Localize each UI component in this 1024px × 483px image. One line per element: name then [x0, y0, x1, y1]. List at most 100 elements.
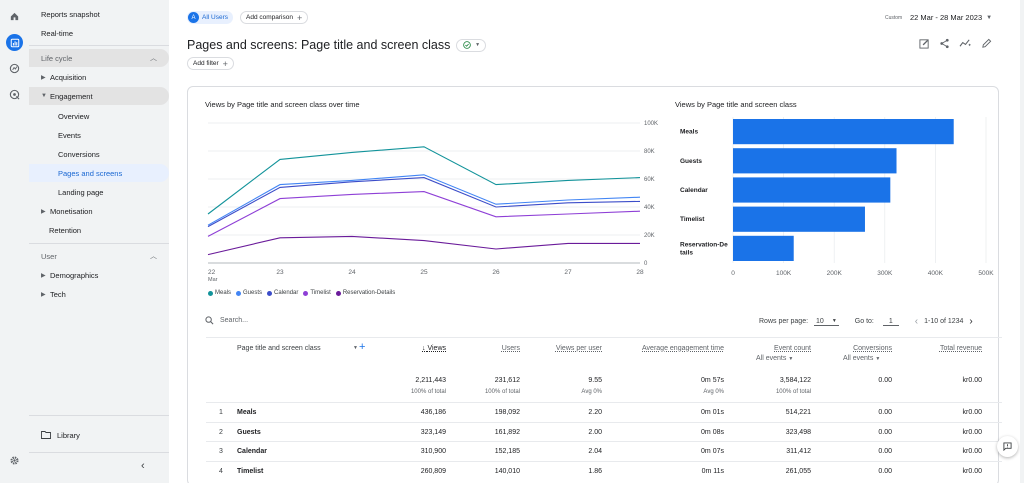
section-label: Life cycle [41, 53, 73, 63]
cell-rev: kr0.00 [962, 448, 982, 455]
rows-per-page-label: Rows per page: [759, 318, 809, 325]
sidebar-item-library[interactable]: Library [29, 426, 169, 444]
legend-dot [335, 290, 341, 296]
column-header-views-per-user[interactable]: Views per user [555, 345, 602, 352]
conversions-filter[interactable]: All events ▼ [843, 355, 880, 362]
sidebar-section-lifecycle[interactable]: Life cycle ︿ [29, 49, 169, 67]
table-row[interactable]: 4 Timelist 260,809 140,010 1.86 0m 11s 261,055… [206, 460, 1002, 481]
add-comparison-label: Add comparison [246, 14, 293, 21]
sidebar-item-conversions[interactable]: Conversions [29, 145, 169, 163]
caret-right-icon: ▶ [41, 272, 46, 279]
legend-item[interactable]: Meals [208, 290, 231, 296]
cell-users: 152,185 [494, 448, 520, 455]
share-icon[interactable] [939, 38, 950, 49]
add-dimension-plus-icon[interactable]: + [359, 341, 366, 353]
bar[interactable] [733, 119, 954, 145]
edit-pencil-icon[interactable] [981, 38, 992, 49]
x-tick-label: 25 [420, 269, 428, 276]
sidebar-item-overview[interactable]: Overview [29, 107, 169, 125]
total-vpu: 9.55 [588, 377, 602, 384]
add-filter-button[interactable]: Add filter + [187, 57, 234, 70]
row-dimension-value[interactable]: Meals [237, 409, 257, 416]
sidebar-item-retention[interactable]: Retention [29, 221, 169, 239]
explore-icon[interactable] [6, 60, 23, 77]
table-row[interactable]: 2 Guests 323,149 161,892 2.00 0m 08s 323,498 0.… [206, 421, 1002, 442]
total-users: 231,612 [494, 377, 520, 384]
search-input[interactable]: Search... [220, 317, 249, 324]
column-header-avg-engagement[interactable]: Average engagement time [642, 345, 724, 352]
sidebar: Reports snapshot Real-time Life cycle ︿ ▶… [29, 0, 169, 483]
series-line-timelist[interactable] [207, 191, 641, 237]
sidebar-item-monetisation[interactable]: ▶ Monetisation [29, 202, 169, 220]
sidebar-item-events[interactable]: Events [29, 126, 169, 144]
row-dimension-value[interactable]: Guests [237, 428, 261, 436]
cell-views: 323,149 [420, 428, 446, 436]
reports-icon[interactable] [6, 34, 23, 51]
series-line-meals[interactable] [207, 146, 641, 215]
legend-item[interactable]: Calendar [267, 290, 298, 296]
collapse-chevron-icon[interactable]: ‹ [141, 460, 145, 472]
verified-status-chip[interactable]: ▼ [456, 38, 487, 52]
rows-per-page-select[interactable]: 10 ▼ [814, 318, 839, 326]
column-header-event-count[interactable]: Event count [774, 345, 811, 352]
row-dimension-value[interactable]: Calendar [237, 448, 267, 455]
bar[interactable] [733, 235, 794, 261]
bar-chart-title: Views by Page title and screen class [675, 100, 797, 109]
sidebar-item-realtime[interactable]: Real-time [29, 24, 169, 42]
cell-events: 323,498 [785, 428, 811, 436]
table-row[interactable]: 3 Calendar 310,900 152,185 2.04 0m 07s 311,412… [206, 441, 1002, 461]
x-tick-label: 22 [208, 269, 216, 276]
customize-report-icon[interactable] [919, 38, 930, 49]
sidebar-section-user[interactable]: User ︿ [29, 247, 169, 265]
advertising-icon[interactable] [6, 86, 23, 103]
legend-item[interactable]: Timelist [303, 290, 331, 296]
x-tick-label: 28 [636, 269, 644, 276]
search-icon [205, 316, 214, 325]
sidebar-item-tech[interactable]: ▶ Tech [29, 285, 169, 303]
column-header-views[interactable]: ↓ Views [422, 345, 446, 352]
event-count-filter[interactable]: All events ▼ [756, 355, 793, 362]
bar[interactable] [733, 206, 865, 232]
pagination-range: 1-10 of 1234 [924, 318, 964, 325]
category-label: tails [680, 249, 693, 256]
column-header-conversions[interactable]: Conversions [853, 345, 892, 352]
scrollbar[interactable] [1020, 0, 1024, 483]
legend-dot [303, 290, 309, 296]
series-line-calendar[interactable] [207, 177, 641, 228]
section-label: User [41, 251, 57, 261]
row-dimension-value[interactable]: Timelist [237, 467, 264, 475]
category-label: Guests [680, 158, 702, 165]
plus-icon: + [296, 12, 303, 23]
column-header-dimension[interactable]: Page title and screen class [237, 345, 321, 352]
series-line-guests[interactable] [207, 174, 641, 226]
sidebar-item-reports-snapshot[interactable]: Reports snapshot [29, 5, 169, 23]
sidebar-item-engagement[interactable]: ▼ Engagement [29, 87, 169, 105]
sidebar-item-pages-and-screens[interactable]: Pages and screens [29, 164, 169, 182]
series-line-reservation-details[interactable] [207, 235, 640, 256]
legend-item[interactable]: Guests [236, 290, 262, 296]
sidebar-item-landing-page[interactable]: Landing page [29, 183, 169, 201]
cell-vpu: 2.00 [588, 428, 602, 436]
dropdown-arrow-icon: ▼ [831, 317, 837, 324]
table-row[interactable]: 1 Meals 436,186 198,092 2.20 0m 01s 514,221 0.0… [206, 402, 1002, 422]
prev-page-icon[interactable]: ‹ [914, 316, 919, 327]
column-header-total-revenue[interactable]: Total revenue [939, 345, 982, 352]
insights-icon[interactable] [959, 38, 972, 49]
bar-chart: 0 100K 200K 300K 400K 500K Meals Guests Calendar… [680, 117, 994, 277]
feedback-button[interactable] [997, 436, 1018, 457]
sidebar-item-acquisition[interactable]: ▶ Acquisition [29, 68, 169, 86]
dimension-dropdown-icon[interactable]: ▼ [353, 345, 358, 351]
all-users-chip[interactable]: A All Users [187, 11, 234, 24]
add-comparison-button[interactable]: Add comparison + [240, 11, 309, 24]
goto-input[interactable]: 1 [882, 318, 899, 326]
home-icon[interactable] [6, 8, 23, 25]
sidebar-item-demographics[interactable]: ▶ Demographics [29, 266, 169, 284]
next-page-icon[interactable]: › [969, 316, 973, 327]
settings-icon[interactable] [6, 452, 23, 469]
bar[interactable] [733, 148, 897, 174]
column-header-users[interactable]: Users [501, 345, 520, 352]
legend-item[interactable]: Reservation-Details [335, 290, 395, 296]
table-search[interactable]: Search... [205, 316, 248, 325]
date-range-picker[interactable]: 22 Mar - 28 Mar 2023 ▼ [910, 13, 992, 22]
bar[interactable] [733, 177, 891, 203]
